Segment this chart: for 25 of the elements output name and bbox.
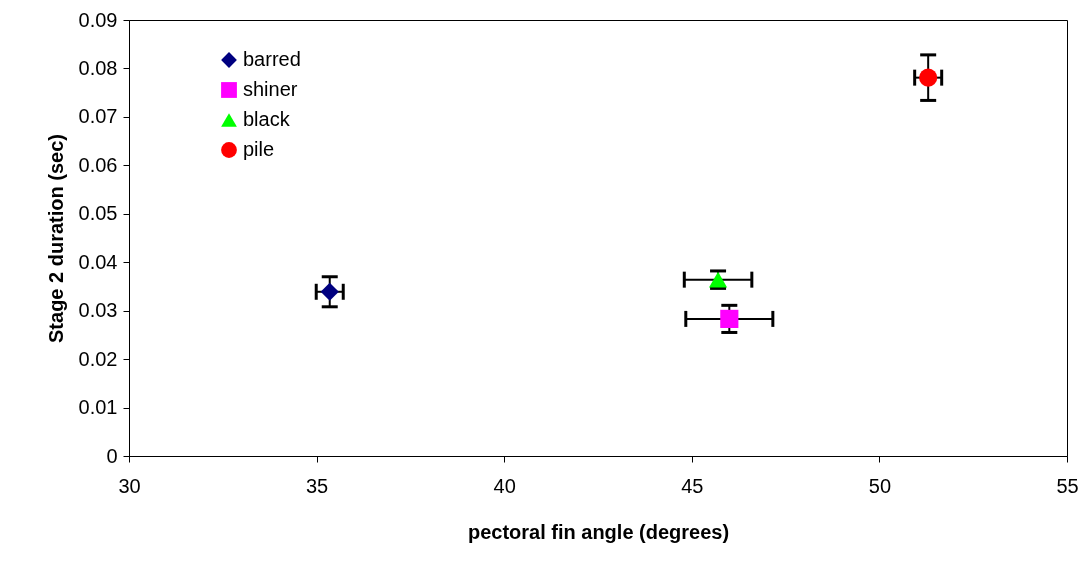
- y-tick-label: 0.08: [78, 56, 118, 79]
- x-tick-label: 35: [305, 474, 329, 497]
- y-tick-label: 0.07: [78, 105, 118, 128]
- legend-label: barred: [243, 48, 301, 70]
- y-tick-label: 0.03: [78, 299, 118, 322]
- y-tick-label: 0.05: [78, 202, 118, 225]
- y-tick-label: 0.01: [78, 396, 118, 419]
- legend-label: shiner: [243, 78, 298, 100]
- x-tick-label: 50: [868, 474, 892, 497]
- x-tick-label: 30: [118, 474, 141, 497]
- y-tick-label: 0.02: [78, 347, 118, 370]
- y-tick-label: 0.04: [78, 250, 118, 273]
- x-tick-label: 45: [681, 474, 704, 497]
- x-tick-label: 55: [1056, 474, 1079, 497]
- y-tick-label: 0.06: [78, 153, 118, 176]
- legend-label: pile: [243, 138, 275, 160]
- x-axis-title: pectoral fin angle (degrees): [467, 520, 730, 543]
- point: [919, 68, 938, 87]
- y-axis-title: Stage 2 duration (sec): [44, 134, 67, 343]
- legend-label: black: [243, 108, 291, 130]
- x-tick-label: 40: [493, 474, 516, 497]
- point: [320, 282, 339, 301]
- point: [720, 309, 739, 328]
- y-tick-label: 0.09: [78, 8, 118, 31]
- y-tick-label: 0: [106, 444, 118, 467]
